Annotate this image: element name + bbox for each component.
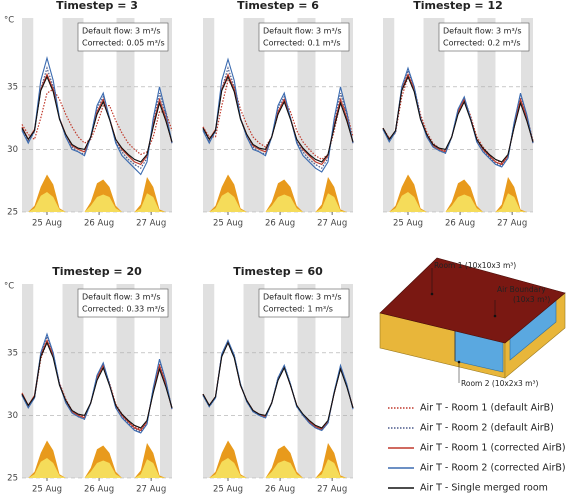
series-line [202, 341, 354, 429]
series-line [202, 72, 354, 166]
area [203, 174, 353, 212]
panel-title: Timestep = 3 [56, 0, 138, 12]
annotation: Corrected: 0.2 m³/s [443, 39, 521, 48]
y-tick-label: 35 [7, 82, 18, 92]
x-tick-label: 26 Aug [445, 219, 475, 229]
legend-label: Air T - Room 1 (corrected AirB) [420, 443, 566, 454]
night-band [243, 18, 265, 212]
series-line [21, 55, 173, 176]
series-line [202, 57, 354, 173]
legend-label: Air T - Room 1 (default AirB) [420, 403, 554, 414]
area [383, 191, 533, 212]
annotation: Default flow: 3 m³/s [82, 27, 161, 36]
series-line [21, 75, 173, 163]
night-band [203, 284, 215, 478]
panel-title: Timestep = 20 [52, 265, 142, 278]
annotation: Default flow: 3 m³/s [82, 293, 161, 302]
area [203, 440, 353, 478]
panel: 25 30 35 25 Aug 26 Aug 27 Aug Timestep = 20 °C D… [4, 265, 173, 495]
panel-title: Timestep = 6 [237, 0, 319, 12]
night-band [62, 18, 84, 212]
night-band [297, 284, 316, 478]
x-tick-label: 25 Aug [213, 219, 243, 229]
x-tick-label: 26 Aug [265, 485, 295, 495]
x-tick-label: 27 Aug [136, 485, 166, 495]
diagram-label: Air Boundary [497, 285, 546, 294]
annotation: Corrected: 0.05 m³/s [82, 39, 165, 48]
legend-label: Air T - Single merged room [420, 483, 548, 494]
room-diagram: Room 1 (10x10x3 m³) Air Boundary (10x3 m… [379, 257, 566, 388]
y-tick-label: 25 [7, 474, 18, 484]
y-tick-label: 25 [7, 208, 18, 218]
night-band [243, 284, 265, 478]
x-tick-label: 26 Aug [84, 219, 114, 229]
night-band [22, 18, 34, 212]
night-band [423, 18, 445, 212]
annotation-box [77, 288, 169, 318]
y-tick-label: 30 [7, 145, 18, 155]
area [22, 457, 172, 478]
y-axis-label: °C [4, 16, 14, 26]
diagram-label: (10x3 m³) [513, 295, 550, 304]
legend-label: Air T - Room 2 (corrected AirB) [420, 463, 566, 474]
x-tick-label: 25 Aug [213, 485, 243, 495]
panel-title: Timestep = 60 [233, 265, 323, 278]
night-band [62, 284, 84, 478]
annotation: Corrected: 0.33 m³/s [82, 305, 165, 314]
series-line [382, 75, 534, 163]
area [22, 440, 172, 478]
area [22, 174, 172, 212]
x-tick-label: 25 Aug [393, 219, 423, 229]
night-band [383, 18, 395, 212]
annotation: Corrected: 1 m³/s [263, 305, 333, 314]
night-band [341, 284, 353, 478]
panel: 25 Aug 26 Aug 27 Aug Timestep = 60 Default f… [202, 265, 354, 495]
box-top-face [379, 257, 566, 344]
annotation-box [258, 22, 350, 52]
x-tick-label: 27 Aug [317, 485, 347, 495]
y-tick-label: 30 [7, 411, 18, 421]
area [383, 174, 533, 212]
panel: 25 Aug 26 Aug 27 Aug Timestep = 6 Default fl… [202, 0, 354, 229]
x-tick-label: 27 Aug [317, 219, 347, 229]
diagram-label: Room 2 (10x2x3 m³) [461, 379, 538, 388]
night-band [22, 284, 34, 478]
panel: 25 Aug 26 Aug 27 Aug Timestep = 12 Default f… [382, 0, 534, 229]
y-tick-label: 35 [7, 348, 18, 358]
annotation: Default flow: 3 m³/s [263, 27, 342, 36]
x-tick-label: 27 Aug [136, 219, 166, 229]
series-line [21, 341, 173, 429]
area [22, 191, 172, 212]
x-tick-label: 26 Aug [265, 219, 295, 229]
annotation-box [77, 22, 169, 52]
annotation: Default flow: 3 m³/s [263, 293, 342, 302]
x-tick-label: 25 Aug [32, 485, 62, 495]
series-line [21, 332, 173, 434]
area [203, 191, 353, 212]
annotation-box [258, 288, 350, 318]
annotation-box [438, 22, 530, 52]
series-line [21, 88, 173, 156]
night-band [477, 18, 496, 212]
annotation: Default flow: 3 m³/s [443, 27, 522, 36]
x-tick-label: 26 Aug [84, 485, 114, 495]
series-line [382, 66, 534, 168]
series-line [202, 75, 354, 163]
area [203, 457, 353, 478]
annotation: Corrected: 0.1 m³/s [263, 39, 341, 48]
diagram-label: Room 1 (10x10x3 m³) [434, 261, 516, 270]
series-line [202, 338, 354, 432]
x-tick-label: 25 Aug [32, 219, 62, 229]
panel: 25 30 35 25 Aug 26 Aug 27 Aug Timestep = 3 °C De… [4, 0, 173, 229]
panel-title: Timestep = 12 [413, 0, 503, 12]
y-axis-label: °C [4, 282, 14, 292]
legend-label: Air T - Room 2 (default AirB) [420, 423, 554, 434]
series-line [21, 72, 173, 166]
night-band [116, 284, 135, 478]
x-tick-label: 27 Aug [497, 219, 527, 229]
night-band [203, 18, 215, 212]
